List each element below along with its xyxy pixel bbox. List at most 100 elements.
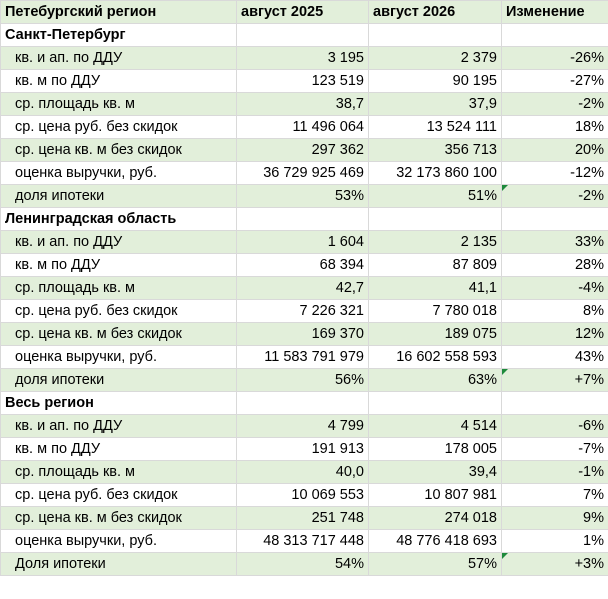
metric-label[interactable]: Доля ипотеки bbox=[0, 552, 237, 576]
value-aug-2025[interactable]: 38,7 bbox=[236, 92, 369, 116]
section-title[interactable]: Санкт-Петербург bbox=[0, 23, 237, 47]
value-aug-2025[interactable]: 36 729 925 469 bbox=[236, 161, 369, 185]
value-aug-2026[interactable]: 2 379 bbox=[368, 46, 502, 70]
metric-label[interactable]: ср. цена руб. без скидок bbox=[0, 483, 237, 507]
metric-label[interactable]: оценка выручки, руб. bbox=[0, 345, 237, 369]
metric-label[interactable]: ср. цена кв. м без скидок bbox=[0, 506, 237, 530]
empty-cell[interactable] bbox=[236, 391, 369, 415]
metric-label[interactable]: кв. и ап. по ДДУ bbox=[0, 230, 237, 254]
value-aug-2026[interactable]: 87 809 bbox=[368, 253, 502, 277]
value-aug-2025[interactable]: 123 519 bbox=[236, 69, 369, 93]
value-aug-2025[interactable]: 54% bbox=[236, 552, 369, 576]
value-aug-2025[interactable]: 11 583 791 979 bbox=[236, 345, 369, 369]
value-aug-2026[interactable]: 63% bbox=[368, 368, 502, 392]
header-aug-2025[interactable]: август 2025 bbox=[236, 0, 369, 24]
value-aug-2026[interactable]: 51% bbox=[368, 184, 502, 208]
value-aug-2025[interactable]: 297 362 bbox=[236, 138, 369, 162]
metric-label[interactable]: кв. и ап. по ДДУ bbox=[0, 46, 237, 70]
value-aug-2026[interactable]: 10 807 981 bbox=[368, 483, 502, 507]
value-aug-2026[interactable]: 41,1 bbox=[368, 276, 502, 300]
value-change[interactable]: 9% bbox=[501, 506, 608, 530]
empty-cell[interactable] bbox=[236, 23, 369, 47]
value-aug-2025[interactable]: 1 604 bbox=[236, 230, 369, 254]
value-change[interactable]: -27% bbox=[501, 69, 608, 93]
value-change[interactable]: 12% bbox=[501, 322, 608, 346]
value-aug-2026[interactable]: 178 005 bbox=[368, 437, 502, 461]
value-aug-2025[interactable]: 40,0 bbox=[236, 460, 369, 484]
value-aug-2026[interactable]: 39,4 bbox=[368, 460, 502, 484]
header-change[interactable]: Изменение bbox=[501, 0, 608, 24]
header-aug-2026[interactable]: август 2026 bbox=[368, 0, 502, 24]
metric-label[interactable]: ср. цена кв. м без скидок bbox=[0, 138, 237, 162]
value-change[interactable]: -4% bbox=[501, 276, 608, 300]
value-change[interactable]: -2% bbox=[501, 92, 608, 116]
value-change[interactable]: 43% bbox=[501, 345, 608, 369]
metric-label[interactable]: ср. цена кв. м без скидок bbox=[0, 322, 237, 346]
value-aug-2025[interactable]: 48 313 717 448 bbox=[236, 529, 369, 553]
value-aug-2025[interactable]: 68 394 bbox=[236, 253, 369, 277]
value-change[interactable]: -6% bbox=[501, 414, 608, 438]
value-aug-2025[interactable]: 7 226 321 bbox=[236, 299, 369, 323]
value-aug-2026[interactable]: 37,9 bbox=[368, 92, 502, 116]
value-change[interactable]: +3% bbox=[501, 552, 608, 576]
value-aug-2026[interactable]: 13 524 111 bbox=[368, 115, 502, 139]
value-change[interactable]: 28% bbox=[501, 253, 608, 277]
metric-label[interactable]: оценка выручки, руб. bbox=[0, 161, 237, 185]
value-aug-2026[interactable]: 16 602 558 593 bbox=[368, 345, 502, 369]
metric-label[interactable]: доля ипотеки bbox=[0, 184, 237, 208]
value-aug-2026[interactable]: 7 780 018 bbox=[368, 299, 502, 323]
value-change[interactable]: 7% bbox=[501, 483, 608, 507]
value-aug-2025[interactable]: 10 069 553 bbox=[236, 483, 369, 507]
empty-cell[interactable] bbox=[368, 207, 502, 231]
empty-cell[interactable] bbox=[236, 207, 369, 231]
value-aug-2025[interactable]: 56% bbox=[236, 368, 369, 392]
value-aug-2025[interactable]: 4 799 bbox=[236, 414, 369, 438]
value-aug-2025[interactable]: 169 370 bbox=[236, 322, 369, 346]
value-change[interactable]: 33% bbox=[501, 230, 608, 254]
metric-label[interactable]: кв. м по ДДУ bbox=[0, 253, 237, 277]
metric-label[interactable]: ср. площадь кв. м bbox=[0, 92, 237, 116]
value-aug-2026[interactable]: 57% bbox=[368, 552, 502, 576]
value-change[interactable]: 18% bbox=[501, 115, 608, 139]
value-change[interactable]: -26% bbox=[501, 46, 608, 70]
metric-label[interactable]: кв. м по ДДУ bbox=[0, 69, 237, 93]
empty-cell[interactable] bbox=[501, 391, 608, 415]
metric-label[interactable]: ср. площадь кв. м bbox=[0, 460, 237, 484]
value-aug-2026[interactable]: 32 173 860 100 bbox=[368, 161, 502, 185]
value-change[interactable]: -12% bbox=[501, 161, 608, 185]
value-change[interactable]: +7% bbox=[501, 368, 608, 392]
empty-cell[interactable] bbox=[501, 207, 608, 231]
metric-label[interactable]: кв. и ап. по ДДУ bbox=[0, 414, 237, 438]
value-aug-2026[interactable]: 356 713 bbox=[368, 138, 502, 162]
value-change[interactable]: -7% bbox=[501, 437, 608, 461]
section-title[interactable]: Весь регион bbox=[0, 391, 237, 415]
value-change[interactable]: 20% bbox=[501, 138, 608, 162]
value-aug-2025[interactable]: 3 195 bbox=[236, 46, 369, 70]
empty-cell[interactable] bbox=[501, 23, 608, 47]
metric-label[interactable]: ср. площадь кв. м bbox=[0, 276, 237, 300]
value-change[interactable]: 8% bbox=[501, 299, 608, 323]
header-region[interactable]: Петебургский регион bbox=[0, 0, 237, 24]
empty-cell[interactable] bbox=[368, 23, 502, 47]
value-aug-2026[interactable]: 274 018 bbox=[368, 506, 502, 530]
value-aug-2025[interactable]: 11 496 064 bbox=[236, 115, 369, 139]
value-aug-2025[interactable]: 251 748 bbox=[236, 506, 369, 530]
section-title[interactable]: Ленинградская область bbox=[0, 207, 237, 231]
value-aug-2026[interactable]: 189 075 bbox=[368, 322, 502, 346]
value-change[interactable]: 1% bbox=[501, 529, 608, 553]
metric-label[interactable]: кв. м по ДДУ bbox=[0, 437, 237, 461]
metric-label[interactable]: ср. цена руб. без скидок bbox=[0, 115, 237, 139]
metric-label[interactable]: ср. цена руб. без скидок bbox=[0, 299, 237, 323]
value-aug-2026[interactable]: 48 776 418 693 bbox=[368, 529, 502, 553]
value-aug-2025[interactable]: 42,7 bbox=[236, 276, 369, 300]
value-aug-2026[interactable]: 2 135 bbox=[368, 230, 502, 254]
value-aug-2025[interactable]: 53% bbox=[236, 184, 369, 208]
value-aug-2026[interactable]: 4 514 bbox=[368, 414, 502, 438]
value-change[interactable]: -2% bbox=[501, 184, 608, 208]
value-aug-2026[interactable]: 90 195 bbox=[368, 69, 502, 93]
metric-label[interactable]: оценка выручки, руб. bbox=[0, 529, 237, 553]
value-aug-2025[interactable]: 191 913 bbox=[236, 437, 369, 461]
value-change[interactable]: -1% bbox=[501, 460, 608, 484]
empty-cell[interactable] bbox=[368, 391, 502, 415]
metric-label[interactable]: доля ипотеки bbox=[0, 368, 237, 392]
